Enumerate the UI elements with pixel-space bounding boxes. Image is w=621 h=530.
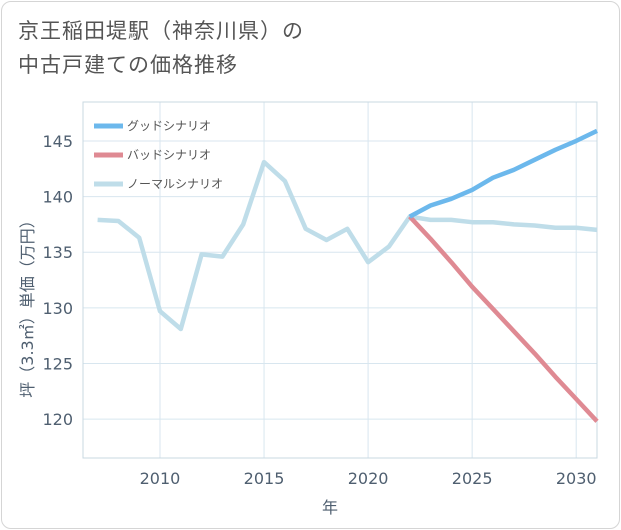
chart-title: 京王稲田堤駅（神奈川県）の 中古戸建ての価格推移 — [18, 14, 304, 82]
y-axis-title: 坪（3.3㎡）単価（万円） — [18, 212, 37, 397]
x-tick-label: 2015 — [244, 469, 285, 488]
series-lines — [97, 128, 599, 423]
y-tick-label: 135 — [42, 243, 73, 262]
y-tick-label: 140 — [42, 188, 73, 207]
x-axis-title: 年 — [322, 498, 338, 517]
plot-border — [82, 101, 598, 459]
x-tick-labels: 2010 2015 2020 2025 2030 — [140, 469, 597, 488]
plot-area-border — [82, 101, 598, 459]
y-tick-label: 120 — [42, 410, 73, 429]
y-tick-label: 125 — [42, 354, 73, 373]
legend-label-2: ノーマルシナリオ — [127, 177, 223, 191]
x-tick-label: 2010 — [140, 469, 181, 488]
series-line-2 — [97, 159, 598, 332]
legend-label-0: グッドシナリオ — [127, 119, 211, 133]
x-tick-label: 2030 — [556, 469, 597, 488]
x-tick-label: 2020 — [348, 469, 389, 488]
x-tick-label: 2025 — [452, 469, 493, 488]
chart-title-line-1: 京王稲田堤駅（神奈川県）の — [18, 19, 304, 43]
series-line-0 — [408, 128, 598, 219]
legend-label-1: バッドシナリオ — [127, 148, 211, 162]
series-line-1 — [408, 215, 599, 423]
y-tick-label: 130 — [42, 299, 73, 318]
chart-title-line-2: 中古戸建ての価格推移 — [18, 53, 238, 77]
y-tick-label: 145 — [42, 132, 73, 151]
y-tick-labels: 120 125 130 135 140 145 — [42, 132, 73, 429]
